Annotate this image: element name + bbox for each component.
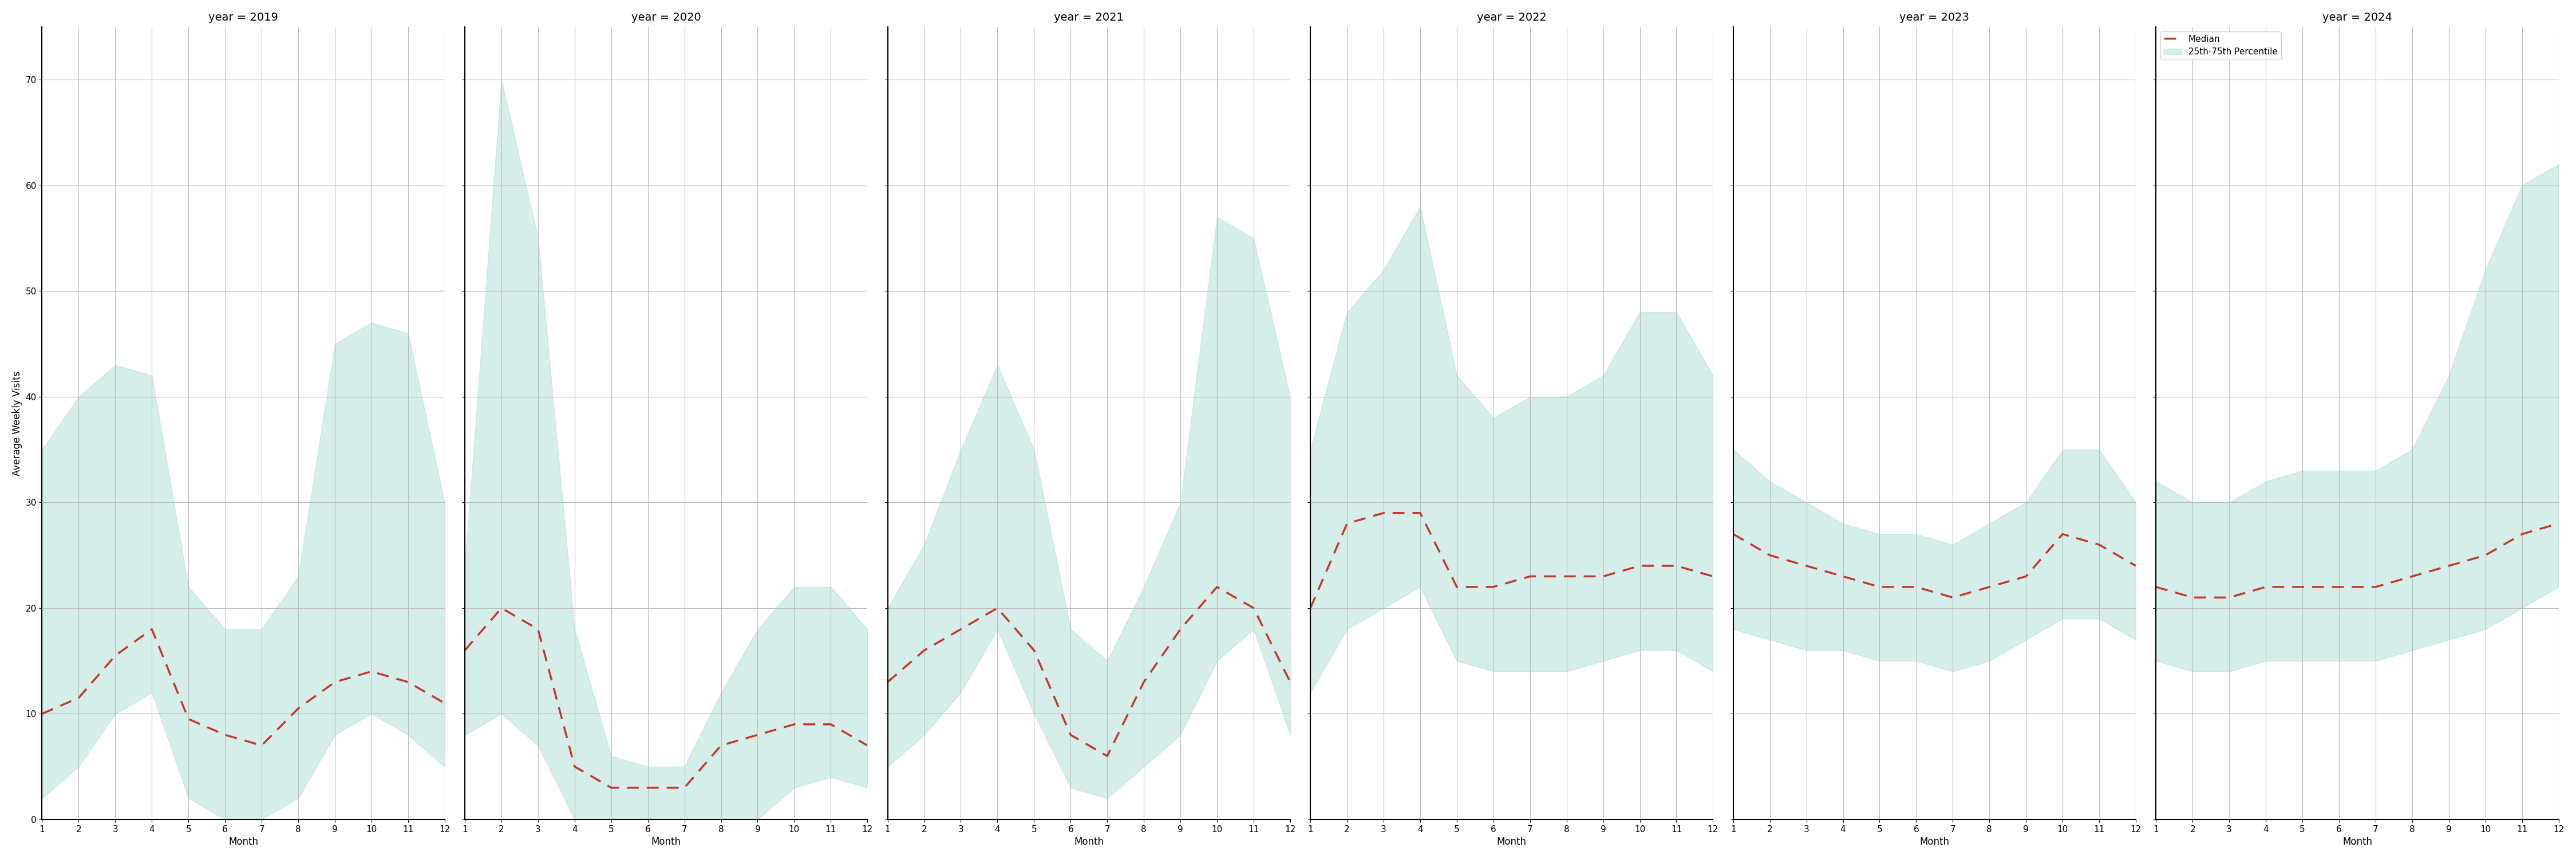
X-axis label: Month: Month <box>1497 837 1528 847</box>
Median <box>100 650 131 661</box>
Median <box>670 783 701 793</box>
Median <box>1164 624 1195 634</box>
X-axis label: Month: Month <box>1919 837 1950 847</box>
Y-axis label: Average Weekly Visits: Average Weekly Visits <box>13 371 23 476</box>
X-axis label: Month: Month <box>2342 837 2372 847</box>
Median <box>817 719 848 729</box>
Median <box>487 603 518 613</box>
Median <box>1718 529 1749 539</box>
Median <box>319 677 350 687</box>
Median <box>742 730 773 740</box>
Line: Median: Median <box>41 629 446 746</box>
Median <box>1662 561 1692 571</box>
Title: year = 2020: year = 2020 <box>631 12 701 23</box>
Median <box>706 740 737 751</box>
Median <box>283 704 314 714</box>
Median <box>355 667 386 677</box>
Median <box>2434 561 2465 571</box>
Median <box>2177 593 2208 603</box>
Median <box>1404 508 1435 518</box>
Median <box>1128 677 1159 687</box>
Median <box>1826 571 1857 582</box>
Median <box>209 730 240 740</box>
Median <box>2120 561 2151 571</box>
Median <box>392 677 422 687</box>
Median <box>1443 582 1473 592</box>
Median <box>64 692 95 703</box>
Median <box>2360 582 2391 592</box>
Median <box>853 740 884 751</box>
Median <box>1056 730 1087 740</box>
Median <box>1865 582 1896 592</box>
Median <box>873 677 904 687</box>
Median <box>1515 571 1546 582</box>
Title: year = 2024: year = 2024 <box>2324 12 2393 23</box>
Title: year = 2022: year = 2022 <box>1476 12 1546 23</box>
Title: year = 2019: year = 2019 <box>209 12 278 23</box>
Median <box>1973 582 2004 592</box>
Line: Median: Median <box>2156 523 2558 598</box>
Median <box>2506 529 2537 539</box>
Median <box>173 714 204 724</box>
Median <box>1275 677 1306 687</box>
Median <box>2396 571 2427 582</box>
Line: Median: Median <box>464 608 868 788</box>
Median <box>2324 582 2354 592</box>
Line: Median: Median <box>1734 534 2136 598</box>
Median <box>2251 582 2282 592</box>
Median <box>448 645 479 655</box>
Median <box>1698 571 1728 582</box>
Median <box>631 783 662 793</box>
Median <box>981 603 1012 613</box>
Median <box>1937 593 1968 603</box>
Median <box>2213 593 2244 603</box>
Median <box>430 698 461 709</box>
Line: Median: Median <box>1311 513 1713 608</box>
Median <box>137 624 167 634</box>
Median <box>1018 645 1048 655</box>
Line: Median: Median <box>889 587 1291 756</box>
Median <box>2084 539 2115 550</box>
Median <box>945 624 976 634</box>
Title: year = 2021: year = 2021 <box>1054 12 1123 23</box>
Median <box>1200 582 1231 592</box>
Median <box>595 783 626 793</box>
Median <box>1296 603 1327 613</box>
Median <box>1625 561 1656 571</box>
Median <box>2470 550 2501 560</box>
Median <box>2287 582 2318 592</box>
Median <box>2141 582 2172 592</box>
Median <box>523 624 554 634</box>
Median <box>1790 561 1821 571</box>
Median <box>2543 518 2573 528</box>
Median <box>909 645 940 655</box>
Median <box>1479 582 1510 592</box>
Median <box>778 719 809 729</box>
Median <box>247 740 278 751</box>
X-axis label: Month: Month <box>1074 837 1103 847</box>
Legend: Median, 25th-75th Percentile: Median, 25th-75th Percentile <box>2161 31 2282 60</box>
Median <box>2009 571 2040 582</box>
Median <box>1587 571 1618 582</box>
Median <box>559 761 590 771</box>
Median <box>1332 518 1363 528</box>
Median <box>1551 571 1582 582</box>
Median <box>1092 751 1123 761</box>
Median <box>26 709 57 719</box>
Median <box>1901 582 1932 592</box>
Median <box>2048 529 2079 539</box>
X-axis label: Month: Month <box>229 837 258 847</box>
Median <box>1239 603 1270 613</box>
Median <box>1754 550 1785 560</box>
X-axis label: Month: Month <box>652 837 680 847</box>
Title: year = 2023: year = 2023 <box>1899 12 1971 23</box>
Median <box>1368 508 1399 518</box>
